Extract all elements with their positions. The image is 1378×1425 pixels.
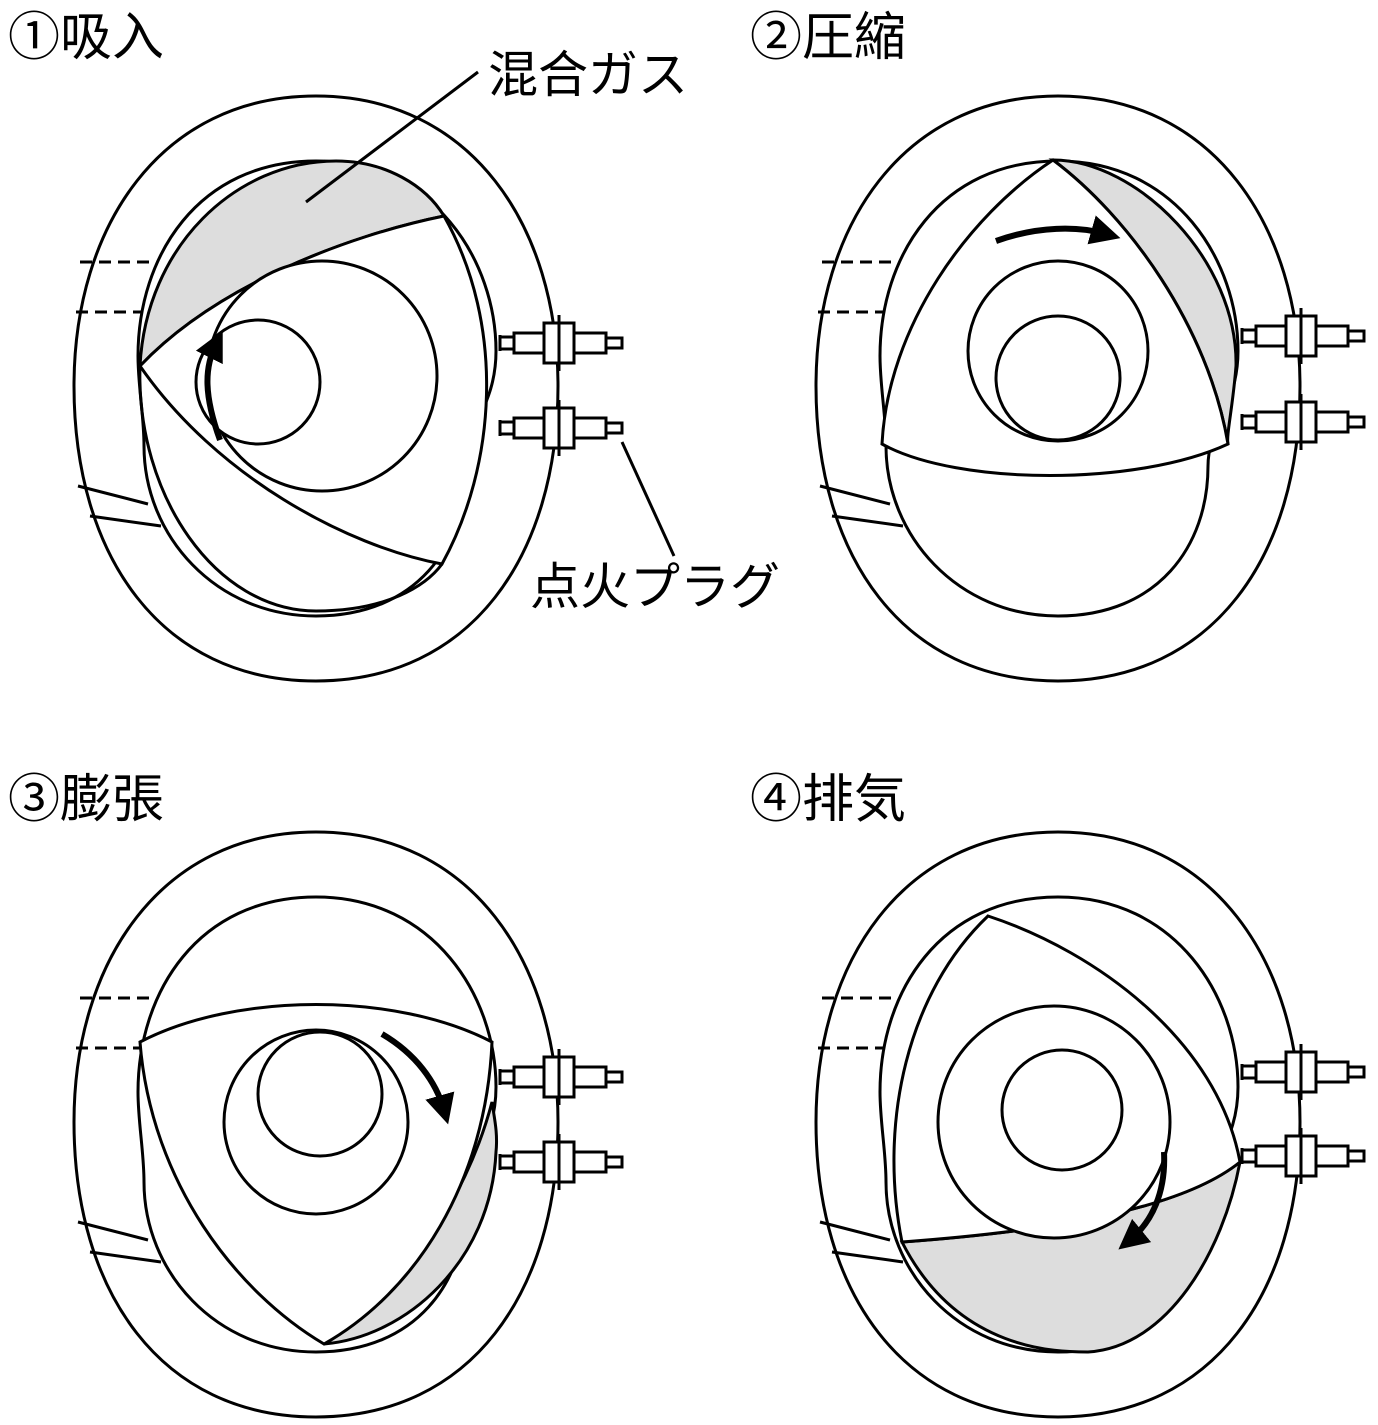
spark-plug-leader [620,441,676,557]
stage-2-compression [814,94,1366,683]
stage-2-title: ②圧縮 [750,8,907,68]
stage-3-title: ③膨張 [8,770,165,830]
stage-4-title: ④排気 [750,770,907,830]
mixture-gas-leader [305,70,479,204]
stage-1-title: ①吸入 [8,8,165,68]
stage-1-intake [72,94,624,683]
mixture-gas-label: 混合ガス [488,46,688,104]
spark-plug-label: 点火プラグ [530,558,780,616]
stage-3-expansion [72,830,624,1419]
stage-4-exhaust [814,830,1366,1419]
